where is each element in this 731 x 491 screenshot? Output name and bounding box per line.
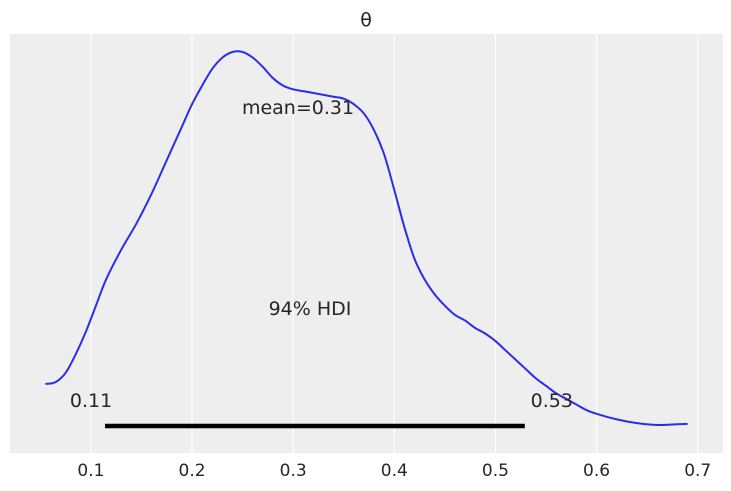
hdi-low-label: 0.11 <box>70 390 112 412</box>
chart-title: θ <box>360 9 372 31</box>
x-tick-label-2: 0.3 <box>280 461 307 481</box>
plot-area <box>10 34 723 453</box>
x-tick-label-1: 0.2 <box>179 461 206 481</box>
hdi-label: 94% HDI <box>269 298 352 320</box>
x-tick-label-5: 0.6 <box>583 461 610 481</box>
x-tick-label-6: 0.7 <box>684 461 711 481</box>
mean-label: mean=0.31 <box>242 97 354 119</box>
hdi-high-label: 0.53 <box>531 390 573 412</box>
x-ticks: 0.1 0.2 0.3 0.4 0.5 0.6 0.7 <box>77 461 711 481</box>
x-tick-label-3: 0.4 <box>381 461 408 481</box>
hdi-group: 0.11 0.53 <box>70 390 573 429</box>
x-tick-label-4: 0.5 <box>482 461 509 481</box>
series-group <box>45 50 688 427</box>
x-tick-label-0: 0.1 <box>77 461 104 481</box>
kde-line-0 <box>45 50 688 427</box>
